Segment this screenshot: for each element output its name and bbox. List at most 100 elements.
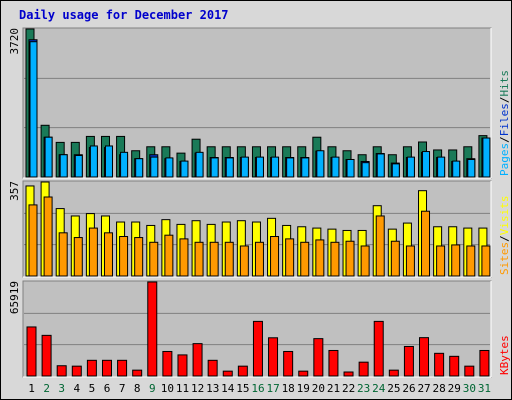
bar-pages-21 — [331, 156, 340, 178]
panels: 3720 Pages/Files/Hits 357Sites/Visits65919… — [8, 27, 511, 378]
x-label-14: 14 — [221, 382, 235, 395]
x-label-27: 27 — [417, 382, 430, 395]
bar-kbytes-9 — [147, 281, 158, 377]
panel-visits_sites: 357 Sites/Visits — [8, 180, 511, 278]
bar-pages-14 — [225, 157, 234, 178]
bar-pages-30 — [467, 158, 476, 178]
bar-sites-22 — [345, 240, 355, 277]
bar-sites-17 — [270, 236, 280, 277]
legend-kbytes: KBytes — [498, 335, 511, 375]
bar-pages-6 — [104, 145, 113, 178]
x-label-5: 5 — [89, 382, 96, 395]
bar-sites-8 — [134, 237, 144, 277]
bar-kbytes-31 — [479, 349, 490, 377]
bar-kbytes-3 — [56, 365, 67, 377]
bar-sites-4 — [73, 237, 83, 277]
bar-sites-14 — [224, 241, 234, 277]
bar-sites-12 — [194, 241, 204, 277]
bar-sites-10 — [164, 234, 174, 277]
legend-entry-visits: Visits — [498, 196, 511, 236]
bar-sites-15 — [239, 245, 249, 277]
legend-hits_files_pages: Pages/Files/Hits — [498, 70, 511, 176]
x-label-26: 26 — [402, 382, 415, 395]
x-label-12: 12 — [191, 382, 204, 395]
x-label-18: 18 — [282, 382, 295, 395]
bar-kbytes-15 — [237, 365, 248, 377]
legend-entry-separator: / — [498, 235, 511, 242]
bar-sites-9 — [149, 241, 159, 277]
bar-sites-3 — [58, 232, 68, 277]
bar-sites-16 — [254, 241, 264, 277]
bar-sites-11 — [179, 238, 189, 277]
panel-hits_files_pages: 3720 Pages/Files/Hits — [8, 27, 511, 179]
bar-kbytes-18 — [283, 350, 294, 377]
bar-kbytes-5 — [86, 359, 97, 377]
bar-pages-12 — [195, 151, 204, 178]
bar-kbytes-11 — [177, 354, 188, 377]
bar-pages-8 — [135, 158, 144, 178]
x-label-8: 8 — [134, 382, 141, 395]
bar-kbytes-25 — [388, 369, 399, 377]
bar-sites-28 — [436, 245, 446, 277]
x-label-25: 25 — [387, 382, 400, 395]
bar-kbytes-21 — [328, 349, 339, 377]
bar-kbytes-7 — [117, 359, 128, 377]
x-label-1: 1 — [28, 382, 35, 395]
panel-kbytes: 65919 KBytes — [8, 280, 511, 378]
x-label-6: 6 — [104, 382, 111, 395]
x-label-10: 10 — [161, 382, 174, 395]
bar-pages-17 — [271, 156, 280, 178]
bar-sites-23 — [360, 245, 370, 277]
bar-kbytes-24 — [373, 320, 384, 377]
x-label-9: 9 — [149, 382, 156, 395]
bar-sites-6 — [103, 232, 113, 277]
bar-sites-21 — [330, 241, 340, 277]
bar-pages-5 — [89, 145, 98, 178]
bar-pages-26 — [406, 156, 415, 178]
scale-max-label-visits_sites: 357 — [8, 181, 21, 201]
bar-kbytes-29 — [449, 355, 460, 377]
x-label-23: 23 — [357, 382, 370, 395]
x-axis-labels: 1 2 3 4 5 6 7 8 9 10 11 12 13 14 15 16 17 18 19 20 21 22 23 24 2… — [28, 382, 491, 395]
x-label-30: 30 — [463, 382, 476, 395]
legend-entry-files: Files — [498, 103, 511, 136]
bar-sites-5 — [88, 227, 98, 277]
bar-kbytes-14 — [222, 370, 233, 377]
bar-sites-24 — [375, 215, 385, 277]
legend-entry-kbytes: KBytes — [498, 335, 511, 375]
x-label-31: 31 — [478, 382, 491, 395]
bar-sites-19 — [300, 241, 310, 277]
bar-pages-3 — [59, 154, 68, 178]
legend-entry-separator: / — [498, 136, 511, 143]
bar-kbytes-20 — [313, 338, 324, 377]
x-label-19: 19 — [297, 382, 310, 395]
bar-pages-27 — [422, 151, 431, 178]
bar-kbytes-8 — [132, 369, 143, 377]
bar-kbytes-6 — [101, 359, 112, 377]
bar-kbytes-1 — [26, 326, 37, 377]
bar-sites-2 — [43, 196, 53, 277]
bar-sites-30 — [466, 245, 476, 277]
bar-sites-13 — [209, 241, 219, 277]
bar-sites-29 — [451, 244, 461, 277]
x-label-7: 7 — [119, 382, 126, 395]
bar-pages-15 — [240, 156, 249, 178]
bar-pages-10 — [165, 157, 174, 178]
x-label-15: 15 — [236, 382, 249, 395]
legend-entry-separator: / — [498, 97, 511, 104]
bar-pages-22 — [346, 158, 355, 178]
bar-kbytes-16 — [252, 320, 263, 377]
scale-max-label-hits_files_pages: 3720 — [8, 28, 21, 55]
bar-pages-11 — [180, 160, 189, 178]
bar-sites-26 — [405, 245, 415, 277]
x-label-4: 4 — [74, 382, 81, 395]
legend-entry-pages: Pages — [498, 143, 511, 176]
bar-pages-20 — [316, 150, 325, 178]
bar-sites-31 — [481, 245, 491, 277]
bar-kbytes-4 — [71, 365, 82, 377]
bar-sites-18 — [285, 238, 295, 277]
bar-kbytes-2 — [41, 334, 52, 377]
x-label-17: 17 — [266, 382, 279, 395]
bar-kbytes-19 — [298, 370, 309, 377]
